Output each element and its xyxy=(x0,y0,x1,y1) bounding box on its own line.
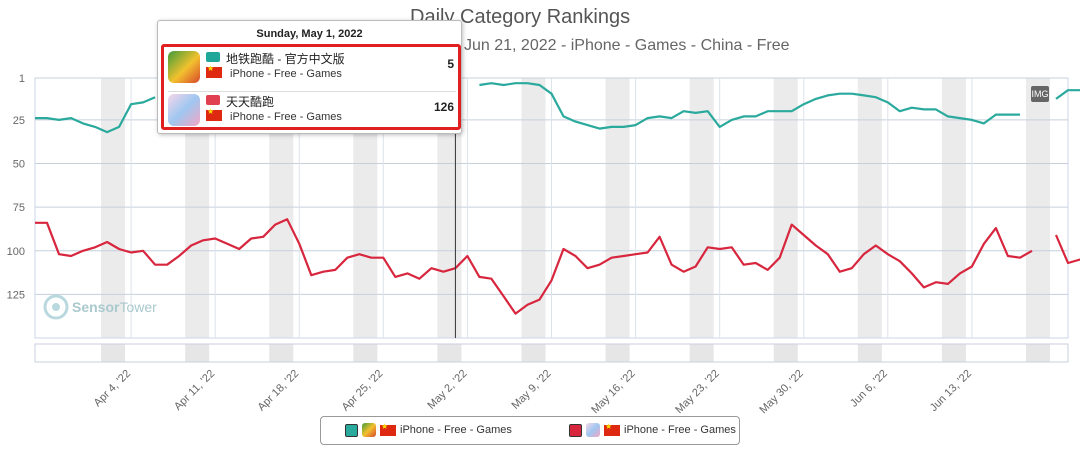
weekend-band xyxy=(605,78,630,338)
tooltip-app-sub: iPhone - Free - Games xyxy=(230,111,342,123)
navigator-bar[interactable] xyxy=(34,343,1069,363)
tooltip: Sunday, May 1, 2022 地铁跑酷 - 官方中文版 iPhone … xyxy=(157,20,462,134)
x-tick-label: Apr 4, '22 xyxy=(92,368,134,410)
navigator-weekend-band xyxy=(437,344,462,362)
weekend-band xyxy=(1025,78,1050,338)
y-tick-label: 100 xyxy=(7,246,25,258)
tiantian-kupao-app-icon xyxy=(168,94,200,126)
weekend-band xyxy=(689,78,714,338)
y-tick-label: 50 xyxy=(13,159,25,171)
navigator-weekend-band xyxy=(857,344,882,362)
series-line-1 xyxy=(35,82,1080,134)
tooltip-row: 天天酷跑 iPhone - Free - Games 126 xyxy=(168,91,456,130)
series-color-swatch xyxy=(206,52,220,62)
chart-legend: iPhone - Free - Games iPhone - Free - Ga… xyxy=(320,416,740,445)
series-line-2 xyxy=(35,218,1080,315)
weekend-band xyxy=(773,78,798,338)
y-tick-label: 25 xyxy=(13,115,25,127)
y-tick-label: 75 xyxy=(13,202,25,214)
china-flag-icon xyxy=(380,422,396,436)
y-tick-label: 1 xyxy=(19,73,25,85)
navigator-weekend-band xyxy=(185,344,210,362)
x-tick-label: Jun 6, '22 xyxy=(848,368,890,410)
navigator-weekend-band xyxy=(353,344,378,362)
navigator-weekend-band xyxy=(101,344,126,362)
legend-item-series-1[interactable]: iPhone - Free - Games xyxy=(345,422,512,437)
navigator-weekend-band xyxy=(689,344,714,362)
tooltip-row: 地铁跑酷 - 官方中文版 iPhone - Free - Games 5 xyxy=(168,49,456,87)
svg-text:SensorTower: SensorTower xyxy=(72,299,157,315)
navigator-weekend-band xyxy=(521,344,546,362)
legend-swatch xyxy=(569,423,582,437)
navigator-weekend-band xyxy=(773,344,798,362)
navigator-frame xyxy=(34,343,1069,363)
x-tick-label: Apr 25, '22 xyxy=(340,368,386,414)
series-color-swatch xyxy=(206,95,220,105)
legend-label: iPhone - Free - Games xyxy=(400,424,512,436)
x-tick-label: May 16, '22 xyxy=(589,368,637,416)
x-tick-label: Jun 13, '22 xyxy=(928,368,974,414)
img-badge[interactable]: IMG xyxy=(1031,86,1049,102)
tooltip-app-sub: iPhone - Free - Games xyxy=(230,68,342,80)
y-tick-label: 125 xyxy=(7,289,25,301)
tooltip-rank: 126 xyxy=(433,100,454,114)
watermark-text-tower: Tower xyxy=(119,299,157,315)
navigator-weekend-band xyxy=(605,344,630,362)
tiantian-kupao-app-icon xyxy=(586,423,600,437)
navigator-weekend-band xyxy=(1025,344,1050,362)
tooltip-app-name: 天天酷跑 xyxy=(226,95,275,109)
watermark-text-sensor: Sensor xyxy=(72,299,120,315)
tooltip-date: Sunday, May 1, 2022 xyxy=(256,28,363,40)
chart-title: Daily Category Rankings xyxy=(410,6,631,28)
x-tick-label: May 23, '22 xyxy=(673,368,721,416)
grid-lines xyxy=(35,77,1068,338)
x-tick-label: Apr 11, '22 xyxy=(172,368,217,413)
x-axis-ticks: Apr 4, '22 Apr 11, '22 Apr 18, '22 Apr 25, … xyxy=(92,368,974,416)
navigator-weekend-band xyxy=(269,344,294,362)
weekend-band xyxy=(857,78,882,338)
tooltip-highlight-frame: 地铁跑酷 - 官方中文版 iPhone - Free - Games 5 天天酷… xyxy=(161,44,461,130)
sensortower-watermark: SensorTower xyxy=(43,294,157,320)
chart-subtitle: Jun 21, 2022 - iPhone - Games - China - … xyxy=(464,37,790,54)
weekend-band xyxy=(521,78,546,338)
subway-surfers-app-icon xyxy=(168,51,200,83)
china-flag-icon xyxy=(206,64,222,78)
series-lines xyxy=(35,82,1080,315)
china-flag-icon xyxy=(604,422,620,436)
china-flag-icon xyxy=(206,107,222,121)
legend-swatch xyxy=(345,423,358,437)
tooltip-rank: 5 xyxy=(447,57,454,71)
legend-label: iPhone - Free - Games xyxy=(624,424,736,436)
tooltip-app-name: 地铁跑酷 - 官方中文版 xyxy=(226,52,345,66)
x-tick-label: Apr 18, '22 xyxy=(256,368,302,414)
x-tick-label: May 9, '22 xyxy=(509,368,553,412)
navigator-weekend-band xyxy=(941,344,966,362)
x-tick-label: May 30, '22 xyxy=(757,368,805,416)
x-tick-label: May 2, '22 xyxy=(425,368,469,412)
legend-item-series-2[interactable]: iPhone - Free - Games xyxy=(569,422,736,437)
subway-surfers-app-icon xyxy=(362,423,376,437)
